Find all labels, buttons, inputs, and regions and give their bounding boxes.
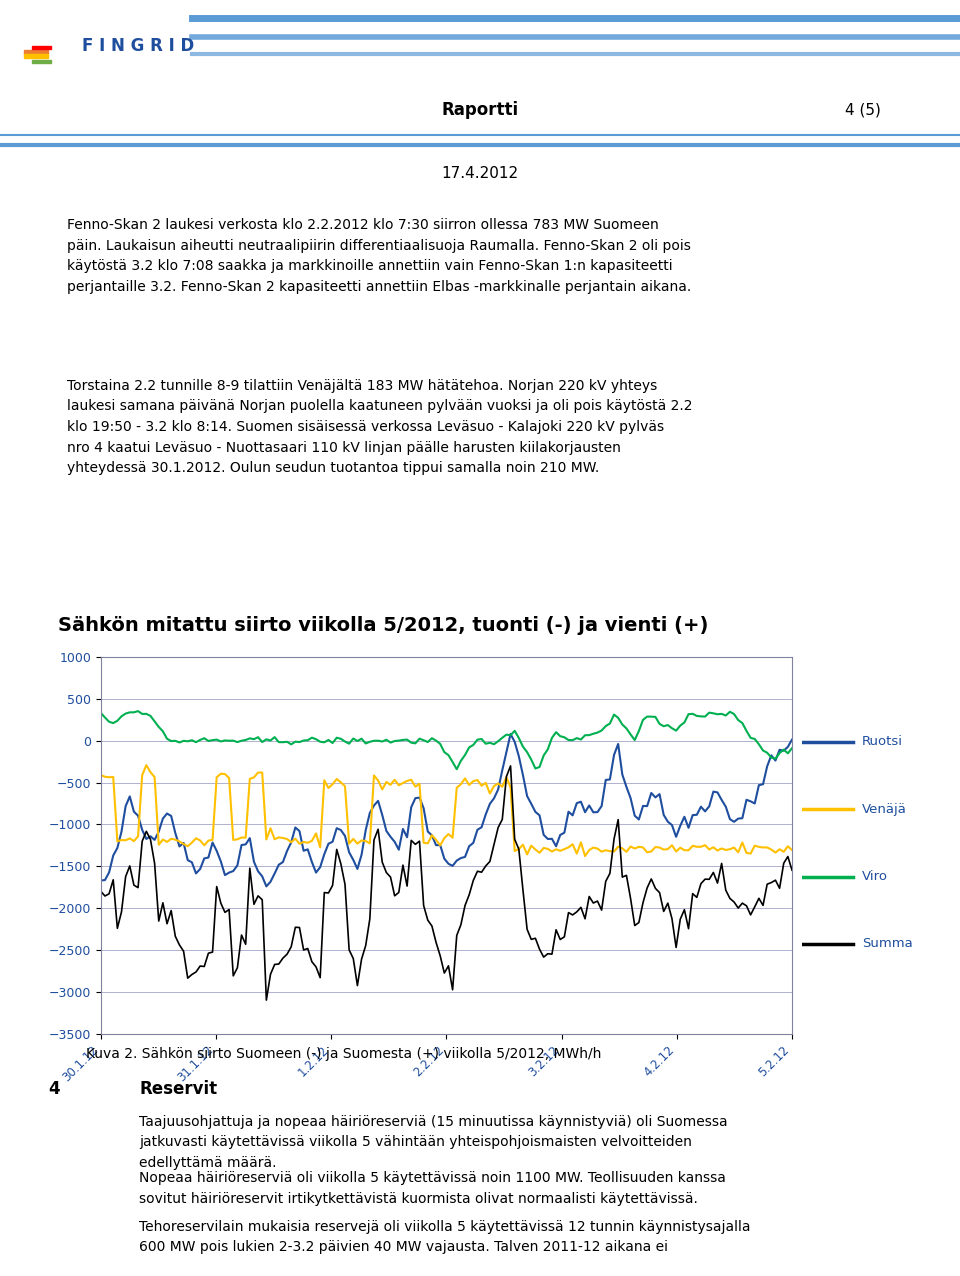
- Text: Tehoreservilain mukaisia reservejä oli viikolla 5 käytettävissä 12 tunnin käynni: Tehoreservilain mukaisia reservejä oli v…: [139, 1220, 751, 1254]
- Text: F I N G R I D: F I N G R I D: [82, 37, 194, 55]
- Text: Raportti: Raportti: [442, 101, 518, 119]
- Bar: [24, 55, 48, 59]
- Text: 4 (5): 4 (5): [845, 103, 880, 117]
- Text: 17.4.2012: 17.4.2012: [442, 166, 518, 181]
- Text: Torstaina 2.2 tunnille 8-9 tilattiin Venäjältä 183 MW hätätehoa. Norjan 220 kV y: Torstaina 2.2 tunnille 8-9 tilattiin Ven…: [67, 379, 693, 475]
- Text: Taajuusohjattuja ja nopeaa häiriöreserviä (15 minuutissa käynnistyviä) oli Suome: Taajuusohjattuja ja nopeaa häiriöreservi…: [139, 1115, 728, 1170]
- Text: Nopeaa häiriöreserviä oli viikolla 5 käytettävissä noin 1100 MW. Teollisuuden ka: Nopeaa häiriöreserviä oli viikolla 5 käy…: [139, 1171, 726, 1206]
- Text: Summa: Summa: [862, 938, 913, 951]
- Text: Kuva 2. Sähkön siirto Suomeen (-) ja Suomesta (+) viikolla 5/2012, MWh/h: Kuva 2. Sähkön siirto Suomeen (-) ja Suo…: [86, 1048, 602, 1060]
- Text: Fenno-Skan 2 laukesi verkosta klo 2.2.2012 klo 7:30 siirron ollessa 783 MW Suome: Fenno-Skan 2 laukesi verkosta klo 2.2.20…: [67, 218, 691, 293]
- Bar: [32, 46, 51, 48]
- Text: Sähkön mitattu siirto viikolla 5/2012, tuonti (-) ja vienti (+): Sähkön mitattu siirto viikolla 5/2012, t…: [58, 616, 708, 635]
- Bar: [32, 60, 51, 63]
- Text: Reservit: Reservit: [139, 1081, 217, 1099]
- Text: Ruotsi: Ruotsi: [862, 735, 903, 748]
- Text: Venäjä: Venäjä: [862, 803, 907, 815]
- Bar: [24, 50, 48, 54]
- Text: Viro: Viro: [862, 870, 888, 883]
- Text: 4: 4: [48, 1081, 60, 1099]
